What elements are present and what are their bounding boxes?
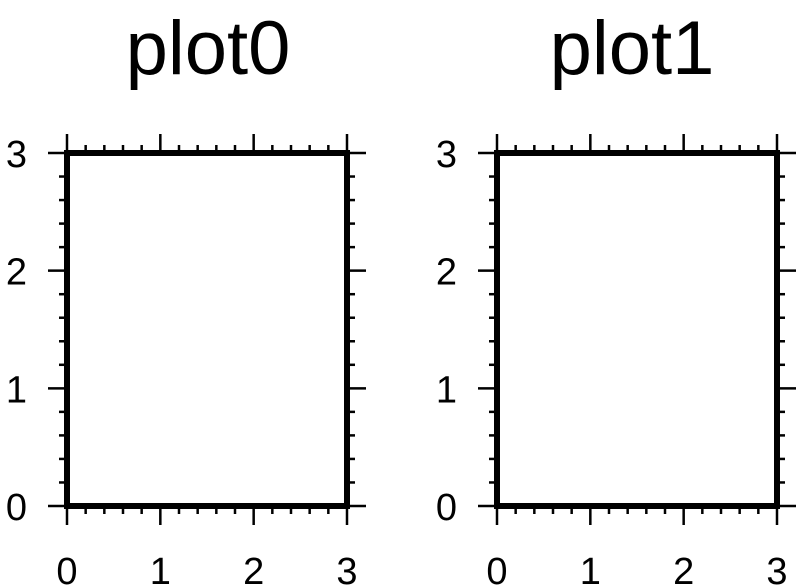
y-tick-label: 0 xyxy=(6,487,27,529)
y-tick-label: 2 xyxy=(6,252,27,294)
x-tick-label: 1 xyxy=(150,551,171,585)
panel-plot1: plot1 0 1 2 3 0 1 2 3 xyxy=(436,6,796,585)
y-tick-label: 1 xyxy=(6,369,27,411)
plot1-title: plot1 xyxy=(550,6,715,91)
panel-plot0: plot0 0 1 2 3 0 1 2 3 xyxy=(6,6,366,585)
plot0-title: plot0 xyxy=(126,6,291,91)
x-tick-label: 2 xyxy=(243,551,264,585)
y-tick-label: 0 xyxy=(436,487,457,529)
plot0-ticks xyxy=(48,134,366,525)
y-tick-label: 2 xyxy=(436,252,457,294)
x-tick-label: 3 xyxy=(336,551,357,585)
x-tick-label: 2 xyxy=(673,551,694,585)
x-tick-label: 3 xyxy=(766,551,787,585)
y-tick-label: 3 xyxy=(6,134,27,176)
plot1-tick-labels: 0 1 2 3 0 1 2 3 xyxy=(436,134,788,585)
plot1-ticks xyxy=(478,134,796,525)
plot0-tick-labels: 0 1 2 3 0 1 2 3 xyxy=(6,134,358,585)
plot0-frame xyxy=(67,153,347,506)
x-tick-label: 0 xyxy=(56,551,77,585)
x-tick-label: 0 xyxy=(486,551,507,585)
y-tick-label: 3 xyxy=(436,134,457,176)
y-tick-label: 1 xyxy=(436,369,457,411)
x-tick-label: 1 xyxy=(580,551,601,585)
plot1-frame xyxy=(497,153,777,506)
